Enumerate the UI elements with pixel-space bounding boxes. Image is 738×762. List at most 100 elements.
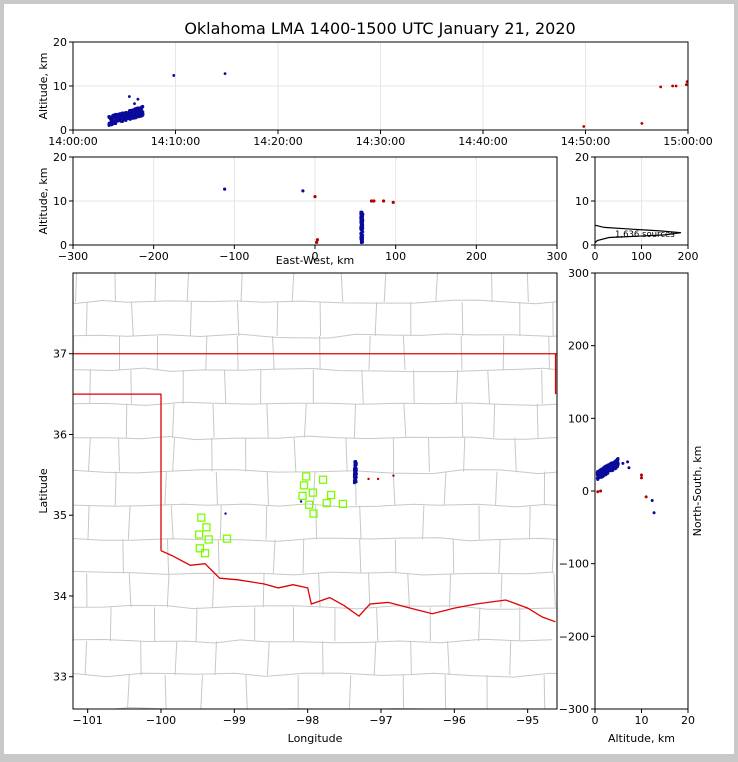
ew-point: [223, 188, 226, 191]
time-height-cluster-point: [114, 117, 117, 120]
time-height-cluster-point: [140, 107, 143, 110]
time-height-point: [659, 85, 662, 88]
time-height-xtick-label: 15:00:00: [663, 135, 712, 148]
ew-xlabel: East-West, km: [276, 254, 354, 267]
time-height-xtick-label: 14:10:00: [151, 135, 200, 148]
county-line: [266, 506, 267, 540]
time-height-cluster-point: [127, 117, 130, 120]
ew-ylabel: Altitude, km: [37, 167, 50, 234]
ns-ytick-label: −100: [559, 558, 589, 571]
map-ylabel: Latitude: [37, 468, 50, 514]
county-line: [123, 539, 124, 573]
hist-xtick-label: 100: [631, 250, 652, 263]
county-line: [131, 370, 132, 404]
figure-title: Oklahoma LMA 1400-1500 UTC January 21, 2…: [184, 19, 575, 38]
ns-ytick-label: 300: [568, 267, 589, 280]
map-cluster-point: [355, 462, 358, 465]
ew-cluster-point: [360, 218, 363, 221]
ew-cluster-point: [361, 230, 364, 233]
time-height-xtick-label: 14:40:00: [458, 135, 507, 148]
ew-xtick-label: 300: [547, 250, 568, 263]
ew-ytick-label: 0: [60, 239, 67, 252]
time-height-xtick-label: 14:00:00: [48, 135, 97, 148]
map-xtick-label: −98: [296, 714, 319, 727]
time-height-cluster-point: [121, 119, 124, 122]
time-height-xtick-label: 14:50:00: [561, 135, 610, 148]
county-line: [549, 336, 550, 370]
county-line: [323, 641, 324, 675]
ns-point: [596, 490, 599, 493]
time-height-cluster-point: [124, 116, 127, 119]
ns-plot-area: [595, 273, 688, 709]
time-height-point: [137, 98, 140, 101]
time-height-cluster-point: [113, 122, 116, 125]
time-height-cluster-point: [127, 112, 130, 115]
map-ytick-label: 36: [53, 428, 67, 441]
time-height-ytick-label: 10: [53, 80, 67, 93]
time-height-cluster-point: [116, 113, 119, 116]
map-xtick-label: −96: [443, 714, 466, 727]
ns-xtick-label: 10: [635, 714, 649, 727]
county-line: [277, 302, 278, 336]
ew-point: [372, 199, 375, 202]
ew-cluster-point: [361, 213, 364, 216]
ew-cluster-point: [361, 234, 364, 237]
map-point: [377, 478, 379, 480]
ns-ytick-label: 100: [568, 412, 589, 425]
ns-ytick-label: −200: [559, 630, 589, 643]
county-line: [414, 370, 415, 404]
time-height-point: [675, 85, 678, 88]
ns-point: [599, 490, 602, 493]
map-xlabel: Longitude: [288, 732, 343, 745]
ns-cluster-point: [606, 467, 609, 470]
ns-point: [640, 474, 643, 477]
hist-ytick-label: 0: [582, 239, 589, 252]
ns-point: [626, 460, 629, 463]
ew-cluster-point: [361, 224, 364, 227]
ew-xtick-label: −200: [139, 250, 169, 263]
ew-point: [382, 199, 385, 202]
ns-point: [640, 476, 643, 479]
ew-ytick-label: 20: [53, 151, 67, 164]
county-line: [462, 404, 463, 438]
hist-xtick-label: 0: [592, 250, 599, 263]
map-ytick-label: 35: [53, 509, 67, 522]
time-height-ylabel: Altitude, km: [37, 52, 50, 119]
time-height-xtick-label: 14:30:00: [356, 135, 405, 148]
map-ytick-label: 37: [53, 348, 67, 361]
ns-point: [627, 466, 630, 469]
time-height-point: [685, 83, 688, 86]
time-height-point: [224, 72, 227, 75]
map-xtick-label: −99: [223, 714, 246, 727]
ns-ytick-label: 0: [582, 485, 589, 498]
ns-xtick-label: 0: [592, 714, 599, 727]
time-height-point: [671, 85, 674, 88]
ew-ytick-label: 10: [53, 195, 67, 208]
plan-view-map-panel: −101−100−99−98−97−96−953334353637Latitud…: [37, 268, 585, 745]
ns-ylabel: North-South, km: [691, 446, 704, 537]
map-xtick-label: −101: [73, 714, 103, 727]
map-cluster-point: [354, 475, 357, 478]
map-point: [367, 478, 369, 480]
time-height-point: [582, 125, 585, 128]
ns-cluster-point: [609, 469, 612, 472]
map-ytick-label: 33: [53, 671, 67, 684]
time-height-cluster-point: [129, 110, 132, 113]
ew-point: [301, 189, 304, 192]
map-point: [300, 500, 302, 502]
county-line: [303, 539, 304, 573]
time-height-point: [133, 102, 136, 105]
ew-point: [392, 201, 395, 204]
time-height-cluster-point: [135, 112, 138, 115]
ns-point: [645, 495, 648, 498]
ns-point: [653, 511, 656, 514]
ew-xtick-label: −100: [219, 250, 249, 263]
ns-xlabel: Altitude, km: [608, 732, 675, 745]
ns-cluster-point: [603, 473, 606, 476]
map-point: [224, 512, 226, 514]
county-line: [462, 302, 463, 336]
ns-xtick-label: 20: [681, 714, 695, 727]
ns-cluster-point: [606, 471, 609, 474]
